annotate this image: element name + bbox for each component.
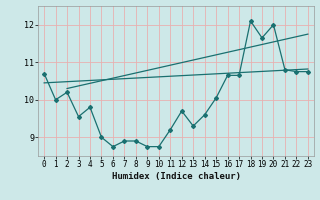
X-axis label: Humidex (Indice chaleur): Humidex (Indice chaleur) (111, 172, 241, 181)
